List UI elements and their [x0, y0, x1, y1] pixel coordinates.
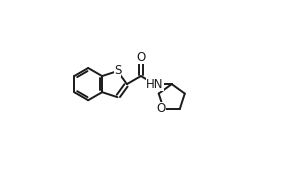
Text: O: O: [136, 51, 145, 64]
Text: O: O: [157, 102, 166, 115]
Text: S: S: [114, 64, 121, 77]
Text: HN: HN: [146, 78, 164, 91]
